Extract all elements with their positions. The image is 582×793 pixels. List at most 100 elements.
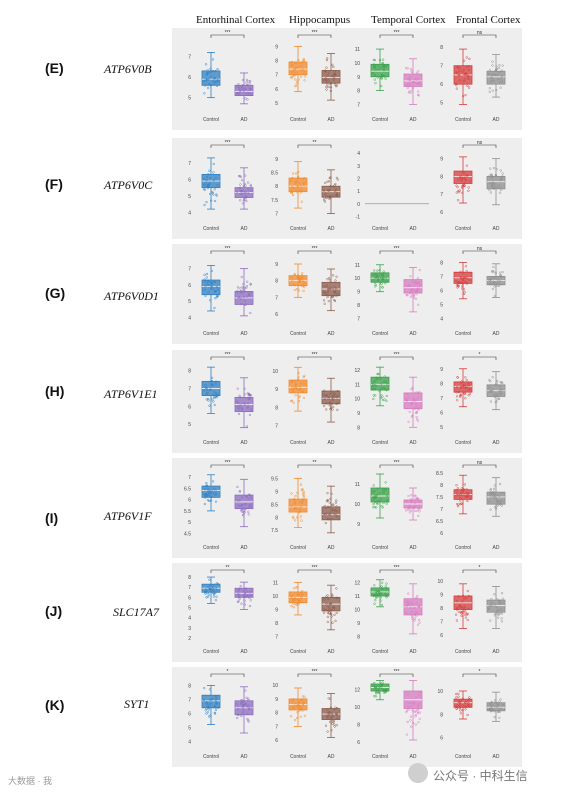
xtick-label: Control	[203, 754, 219, 760]
data-point	[497, 702, 500, 706]
data-point	[294, 84, 297, 88]
data-point	[241, 699, 244, 702]
ytick-label: 8	[357, 303, 360, 309]
data-point	[488, 90, 491, 94]
data-point	[244, 703, 248, 706]
data-point	[409, 295, 412, 299]
data-point	[501, 601, 504, 605]
data-point	[384, 77, 387, 80]
xtick-label: AD	[241, 117, 248, 123]
significance-bracket	[462, 569, 497, 573]
data-point	[297, 376, 300, 379]
data-point	[299, 707, 302, 710]
ytick-label: 11	[355, 594, 360, 600]
data-point	[324, 292, 328, 295]
data-point	[459, 605, 462, 608]
data-point	[407, 494, 410, 498]
data-point	[409, 613, 412, 616]
data-point	[329, 286, 332, 290]
data-point	[468, 696, 471, 699]
data-point	[238, 89, 242, 92]
data-point	[216, 706, 220, 709]
data-point	[385, 399, 388, 402]
data-point	[215, 697, 218, 700]
data-point	[377, 275, 380, 278]
data-point	[334, 279, 337, 282]
data-point	[406, 86, 409, 90]
data-point	[461, 490, 464, 493]
data-point	[240, 714, 243, 718]
data-point	[381, 58, 385, 61]
data-point	[296, 705, 299, 708]
ytick-label: 5	[440, 101, 443, 107]
data-point	[459, 395, 462, 398]
data-point	[212, 83, 215, 86]
data-point	[211, 79, 215, 82]
ytick-label: 9	[275, 44, 278, 50]
data-point	[333, 725, 336, 728]
data-point	[239, 405, 242, 408]
data-point	[290, 399, 293, 403]
data-point	[243, 503, 247, 506]
data-point	[490, 174, 493, 177]
data-point	[243, 387, 246, 390]
data-point	[207, 173, 210, 176]
data-point	[501, 703, 504, 707]
data-point	[243, 599, 246, 602]
data-point	[248, 604, 252, 608]
data-point	[328, 720, 332, 723]
data-point	[292, 602, 295, 605]
data-point	[409, 509, 413, 512]
significance-bracket	[297, 144, 332, 148]
data-point	[335, 84, 339, 87]
data-point	[241, 285, 244, 288]
data-point	[294, 394, 297, 397]
data-point	[411, 386, 414, 389]
data-point	[458, 704, 461, 707]
data-point	[290, 596, 293, 600]
data-point	[455, 184, 458, 187]
data-point	[415, 509, 419, 512]
data-point	[491, 283, 494, 286]
data-point	[415, 82, 419, 86]
data-point	[459, 492, 463, 495]
data-point	[203, 278, 206, 281]
data-point	[290, 186, 294, 189]
data-point	[213, 188, 216, 191]
data-point	[372, 498, 375, 501]
data-point	[379, 599, 382, 602]
data-point	[459, 611, 463, 614]
data-point	[385, 494, 389, 497]
data-point	[214, 695, 218, 698]
ytick-label: 12	[354, 580, 360, 586]
data-point	[489, 80, 492, 83]
data-point	[463, 605, 467, 608]
data-point	[335, 275, 338, 278]
data-point	[335, 191, 338, 195]
data-point	[245, 295, 249, 298]
data-point	[292, 283, 295, 286]
data-point	[405, 83, 408, 87]
data-point	[335, 294, 338, 298]
significance-bracket	[297, 464, 332, 468]
data-point	[458, 502, 462, 506]
data-point	[203, 203, 206, 207]
ytick-label: 8	[440, 174, 443, 180]
data-point	[298, 507, 301, 510]
data-point	[381, 74, 385, 77]
data-point	[409, 701, 412, 705]
data-point	[214, 500, 218, 503]
data-point	[210, 376, 214, 379]
xtick-label: AD	[241, 331, 248, 337]
data-point	[378, 591, 381, 594]
ytick-label: 8	[188, 369, 191, 375]
data-point	[293, 719, 297, 722]
data-point	[497, 612, 500, 616]
data-point	[410, 403, 414, 406]
ytick-label: 8	[275, 279, 278, 285]
data-point	[301, 589, 304, 593]
data-point	[204, 79, 207, 83]
data-point	[295, 287, 299, 291]
data-point	[301, 390, 305, 393]
data-point	[300, 597, 303, 600]
